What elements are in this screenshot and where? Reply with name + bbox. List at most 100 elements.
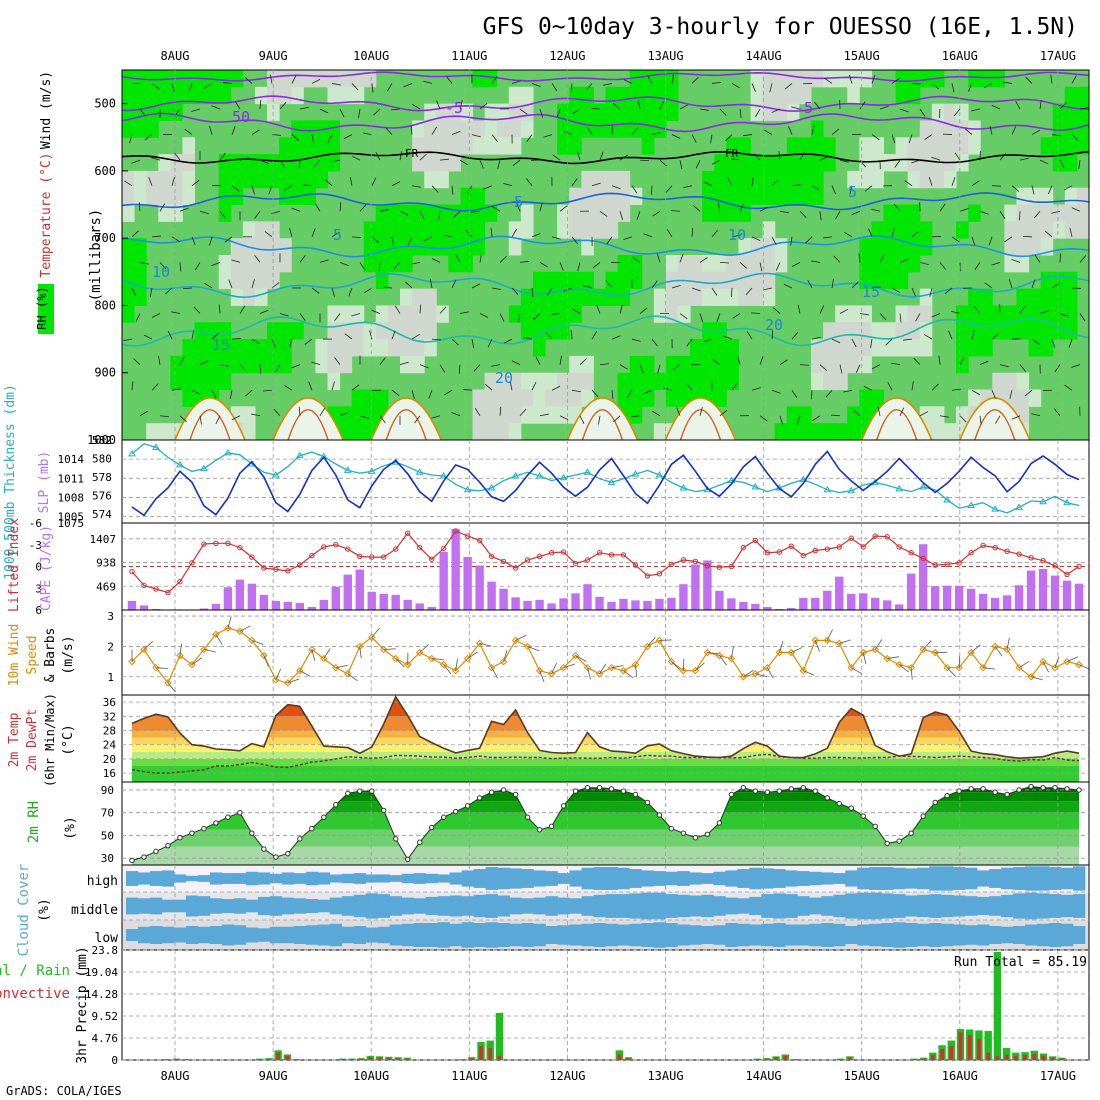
rh-cell — [835, 305, 848, 323]
convective-precip-bar — [368, 1057, 373, 1060]
cloud-bar — [725, 923, 738, 947]
li-marker — [381, 554, 387, 560]
cape-bar — [930, 586, 940, 610]
wind-barb — [298, 160, 301, 170]
rh-cell — [702, 372, 715, 391]
rh-cell — [557, 221, 570, 239]
wind-barb — [799, 364, 810, 366]
wind-barb — [695, 159, 701, 169]
cape-bar — [343, 574, 352, 610]
wind-barb — [519, 108, 528, 115]
rh-cell — [339, 423, 353, 440]
wind-barb — [291, 364, 301, 369]
wind-barb — [999, 211, 1006, 219]
thickness-marker — [559, 473, 568, 481]
wind-barb — [858, 253, 861, 263]
wind-barb — [499, 313, 505, 322]
rh-cell — [629, 255, 643, 273]
rh-cell — [883, 154, 897, 172]
rh-marker — [920, 813, 926, 819]
rh-cell — [871, 255, 885, 273]
cape-tick-label: 1407 — [90, 533, 117, 546]
rh-cell — [919, 170, 933, 189]
cloud-bar — [809, 923, 822, 947]
cloud-bar — [677, 894, 690, 918]
wind-barb — [831, 128, 840, 135]
wind-barb — [951, 388, 961, 391]
rh-cell — [1076, 120, 1089, 138]
rh-cell — [823, 423, 836, 440]
cloud-bar — [1025, 892, 1038, 920]
cloud-bar — [953, 895, 966, 917]
wind-barb — [379, 357, 386, 365]
rh-marker — [740, 784, 747, 791]
wind-speed-marker — [763, 663, 772, 672]
wind-barb — [1066, 656, 1079, 662]
rh-marker — [440, 814, 447, 820]
rh-cell — [484, 103, 498, 121]
cape-bar — [199, 608, 209, 610]
warm-isotherm — [959, 397, 1031, 440]
wind-barb — [379, 209, 389, 212]
bottom-day-label: 11AUG — [451, 1069, 487, 1083]
wind-barb — [899, 407, 905, 416]
wind-barb — [144, 134, 153, 141]
rh-cell — [956, 221, 969, 239]
wind-speed-marker — [931, 648, 939, 657]
wind-barb — [511, 228, 517, 238]
cape-bar — [1026, 570, 1036, 610]
wind-barb — [1025, 76, 1033, 84]
wind-barb — [351, 155, 361, 161]
rh-cell — [907, 339, 921, 357]
rh-cell — [907, 204, 921, 222]
rh-cell — [448, 255, 461, 273]
wind-barb — [619, 154, 628, 161]
wind-barb — [393, 262, 401, 270]
rh-cell — [291, 137, 304, 155]
rh-cell — [387, 221, 401, 239]
wind-barb — [958, 655, 961, 668]
wind-barb — [503, 338, 513, 344]
cloud-bar — [1025, 866, 1038, 891]
rh-cell — [1064, 271, 1078, 290]
rh-cell — [230, 271, 244, 290]
temp-tick-label: 28 — [103, 725, 116, 738]
rh-cell — [206, 339, 220, 357]
temp-tick-label: 20 — [103, 753, 116, 766]
rh-cell — [1040, 305, 1054, 323]
convective-precip-bar — [958, 1032, 963, 1060]
wind-barb — [518, 313, 521, 323]
wind-barb — [1063, 185, 1073, 191]
wind-speed-marker — [499, 657, 508, 666]
wind-barb — [215, 634, 223, 645]
wind-barb — [411, 185, 421, 188]
wind-barb — [331, 83, 341, 86]
rh-cell — [1052, 120, 1066, 138]
cape-bar — [978, 593, 988, 610]
cloud-bar — [857, 892, 870, 920]
wind-barb — [799, 210, 807, 219]
wind-barb — [325, 179, 333, 187]
rh-cell — [617, 288, 631, 306]
cloud-bar — [749, 924, 762, 946]
rh-cell — [992, 70, 1005, 88]
cape-bar — [775, 608, 784, 610]
rh-marker — [632, 791, 639, 798]
thickness-marker — [535, 471, 544, 479]
wind-barb — [971, 330, 975, 340]
thickness-marker — [463, 485, 472, 493]
cape-bar — [547, 603, 556, 610]
cloud-bar — [497, 923, 510, 947]
wind-barb — [771, 179, 779, 186]
cloud-bar — [545, 871, 558, 886]
rh-cell — [665, 288, 679, 306]
convective-precip-bar — [386, 1057, 391, 1060]
cloud-bar — [905, 923, 918, 947]
li-marker — [1040, 558, 1046, 564]
rh-cell — [472, 137, 486, 155]
cloud-bar — [126, 897, 139, 915]
total-precip-bar — [984, 1030, 992, 1060]
rh-cell — [230, 339, 244, 357]
rh-cell — [665, 372, 679, 391]
rh-marker — [776, 788, 783, 794]
